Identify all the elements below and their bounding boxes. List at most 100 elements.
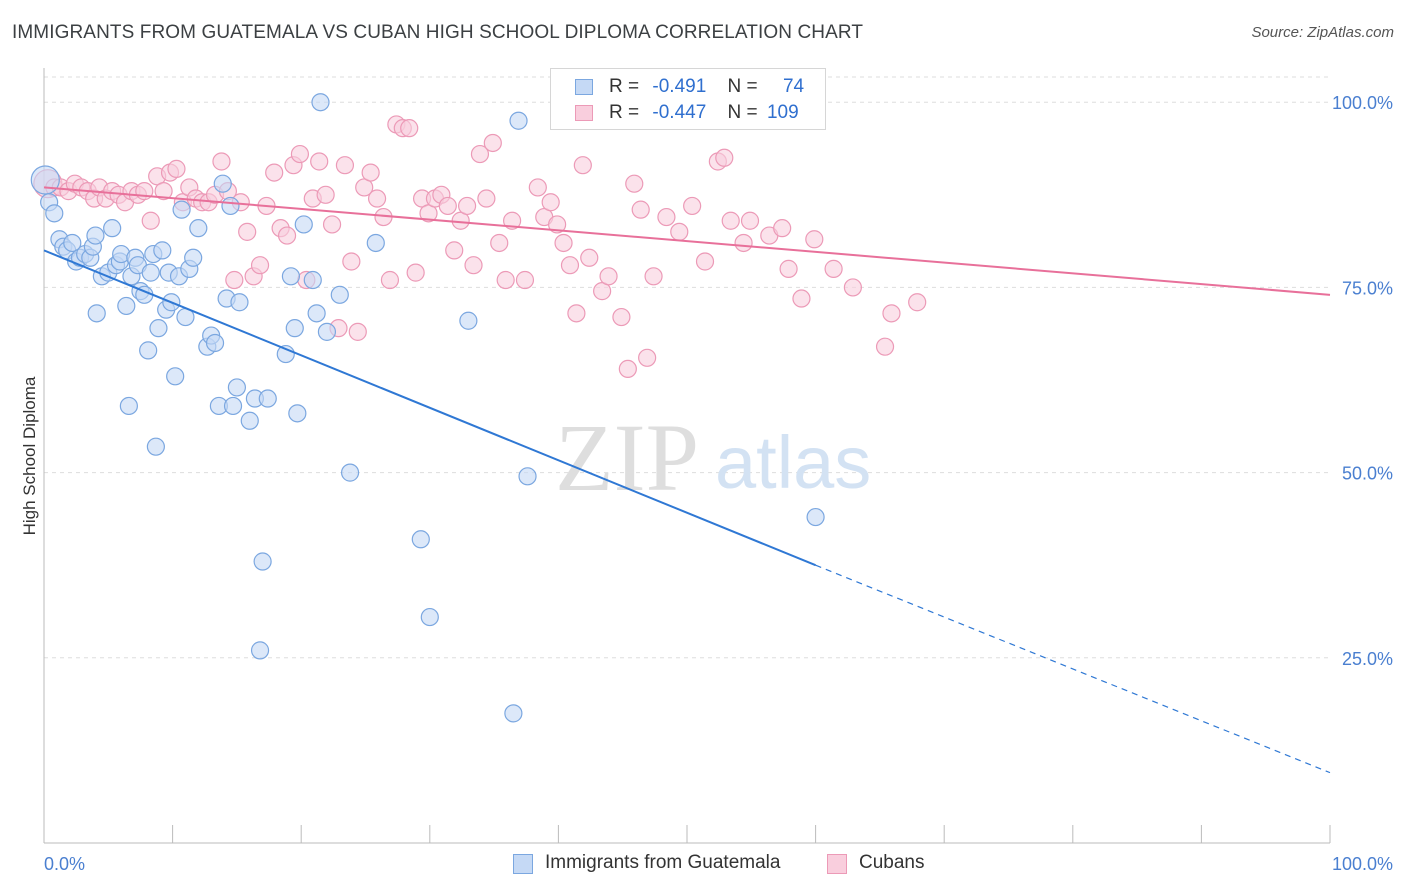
point-cubans [580,248,599,267]
chart-title: IMMIGRANTS FROM GUATEMALA VS CUBAN HIGH … [12,22,864,43]
legend-swatch-cubans [575,105,593,121]
bottom-legend-label-guatemala: Immigrants from Guatemala [545,852,781,873]
point-guatemala [149,319,168,338]
point-cubans [438,196,457,216]
point-guatemala [294,215,313,234]
point-cubans [779,259,798,278]
point-guatemala [146,437,165,456]
point-guatemala [141,263,160,282]
point-guatemala [139,341,158,360]
stats-legend: R = -0.491 N = 74 R = -0.447 N = 109 [550,68,826,130]
point-cubans [212,152,231,171]
point-guatemala [153,241,172,260]
point-cubans [277,226,297,245]
point-guatemala [240,411,259,430]
point-guatemala [311,93,330,112]
point-guatemala [189,219,208,238]
point-cubans [167,159,186,178]
trend-lines [43,186,1331,774]
point-cubans [265,163,284,182]
data-points [30,93,927,723]
point-cubans [477,189,496,208]
point-cubans [541,193,560,212]
point-cubans [470,144,490,164]
point-guatemala [86,226,105,245]
point-guatemala [227,378,246,397]
point-guatemala [317,322,337,341]
point-guatemala [184,248,203,267]
point-cubans [554,233,573,253]
point-cubans [631,200,650,219]
point-guatemala [166,367,185,386]
point-cubans [238,222,257,241]
point-cubans [612,307,631,327]
point-cubans [695,252,715,271]
point-cubans [740,211,760,230]
point-cubans [548,215,567,234]
point-cubans [400,119,419,138]
x-tick-label: 100.0% [1332,854,1393,874]
point-guatemala [281,267,301,286]
point-cubans [250,256,270,275]
legend-r-value: -0.447 [652,102,707,123]
watermark-zip: ZIP [555,404,699,511]
point-cubans [445,241,464,260]
point-guatemala [288,404,307,423]
point-guatemala [303,270,322,290]
point-guatemala [285,319,304,338]
point-guatemala [230,293,249,312]
trend-line-guatemala-extrapolated [815,564,1331,774]
point-guatemala [205,333,225,353]
point-guatemala [250,641,270,660]
point-cubans [380,270,400,290]
legend-r-value: -0.491 [652,76,707,97]
point-guatemala [459,311,478,330]
bottom-legend-swatch-guatemala [513,854,533,874]
point-cubans [773,219,792,238]
x-tick-label: 0.0% [44,854,85,874]
point-cubans [225,270,244,290]
point-guatemala [253,552,272,571]
point-cubans [154,182,173,201]
point-cubans [908,293,927,312]
point-cubans [348,322,367,341]
trend-line-cubans [43,186,1331,296]
point-cubans [141,211,160,230]
watermark: ZIP atlas [555,404,871,511]
point-cubans [528,178,547,197]
point-cubans [805,230,824,249]
point-guatemala [509,111,528,130]
point-cubans [599,267,618,286]
point-cubans [361,163,380,182]
point-cubans [496,270,515,290]
point-guatemala [87,304,106,323]
point-cubans [406,263,425,282]
y-tick-label: 50.0% [1342,464,1393,484]
trend-line-guatemala [43,249,816,567]
point-cubans [290,144,310,164]
point-cubans [670,222,689,241]
point-cubans [464,256,483,275]
point-cubans [882,304,901,323]
point-cubans [573,156,592,175]
point-cubans [310,152,329,171]
legend-swatch-guatemala [575,79,593,95]
point-cubans [490,233,509,253]
point-cubans [683,196,702,216]
point-cubans [316,185,335,204]
bottom-legend-label-cubans: Cubans [859,852,925,873]
y-axis-label: High School Diploma [20,376,39,536]
point-cubans [367,189,387,208]
tick-labels: 25.0% 50.0% 75.0% 100.0% 0.0% 100.0% [44,93,1393,874]
point-cubans [792,289,811,308]
point-cubans [638,348,657,367]
point-guatemala [213,174,232,193]
point-cubans [322,215,342,234]
point-guatemala [258,389,277,408]
point-guatemala [518,467,537,486]
point-cubans [503,211,522,230]
watermark-atlas: atlas [715,421,871,504]
point-guatemala [223,396,243,416]
point-guatemala [420,607,439,627]
bottom-legend-swatch-cubans [827,854,847,874]
